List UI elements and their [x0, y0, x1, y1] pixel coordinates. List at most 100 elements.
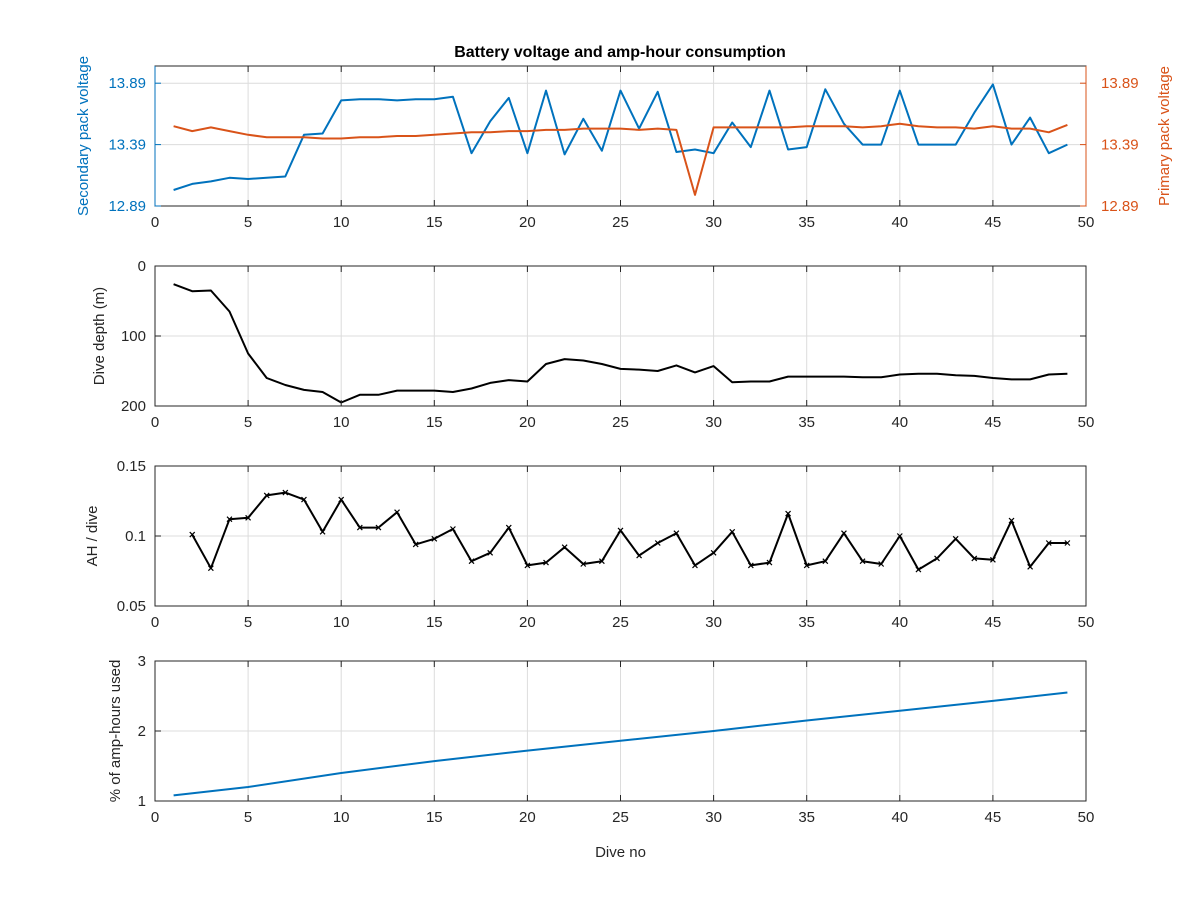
- data-point-marker: [245, 514, 252, 521]
- data-point-marker: [1027, 563, 1034, 570]
- figure-title: Battery voltage and amp-hour consumption: [454, 44, 786, 61]
- x-tick-label: 15: [426, 214, 443, 231]
- data-point-marker: [934, 555, 940, 562]
- data-point-marker: [710, 549, 717, 556]
- subplot-3: 0 5 10 15 20 25 30 35 40 45 50 0.05 0.1 0.15 AH / dive: [84, 458, 1094, 631]
- x-tick-label: 50: [1078, 414, 1095, 431]
- x-tick-label: 40: [891, 214, 908, 231]
- x-tick-label: 45: [985, 614, 1002, 631]
- x-tick-label: 15: [426, 614, 443, 631]
- x-tick-label: 5: [244, 614, 252, 631]
- x-tick-label: 45: [985, 809, 1002, 826]
- data-point-marker: [766, 559, 773, 566]
- x-tick-label: 35: [798, 809, 815, 826]
- data-point-marker: [654, 540, 661, 546]
- data-point-marker: [394, 509, 400, 516]
- subplot-2: 0 5 10 15 20 25 30 35 40 45 50 0 100 200 Dive depth (m…: [91, 258, 1094, 431]
- x-tick-label: 35: [798, 614, 815, 631]
- y-tick-label: 12.89: [108, 198, 146, 215]
- y-tick-label: 3: [138, 653, 146, 670]
- x-tick-label: 45: [985, 414, 1002, 431]
- data-point-marker: [580, 561, 587, 567]
- data-point-marker: [282, 489, 289, 496]
- y-axis-label: Secondary pack voltage: [75, 56, 92, 216]
- y-tick-label: 0.1: [125, 528, 146, 545]
- plots: 0 5 10 15 20 25 30 35 40 45 5012.8913.3913.8912.89…: [75, 56, 1173, 861]
- x-tick-label: 10: [333, 809, 350, 826]
- data-point-marker: [356, 524, 363, 531]
- y-tick-label: 1: [138, 793, 146, 810]
- x-tick-label: 0: [151, 414, 159, 431]
- data-point-marker: [692, 562, 698, 569]
- x-tick-label: 0: [151, 614, 159, 631]
- data-point-marker: [487, 549, 494, 556]
- series-line-2: [173, 122, 1068, 196]
- y-tick-label: 100: [121, 328, 146, 345]
- data-point-marker: [561, 544, 568, 551]
- x-tick-label: 20: [519, 809, 536, 826]
- x-tick-label: 10: [333, 414, 350, 431]
- x-tick-label: 30: [705, 809, 722, 826]
- x-tick-label: 50: [1078, 809, 1095, 826]
- y-tick-label: 0.05: [117, 598, 146, 615]
- y-axis-label-right: Primary pack voltage: [1156, 66, 1173, 206]
- data-point-marker: [617, 527, 624, 534]
- x-tick-label: 0: [151, 809, 159, 826]
- data-point-marker: [263, 492, 270, 499]
- data-point-marker: [673, 530, 680, 537]
- data-point-marker: [449, 526, 456, 532]
- data-point-marker: [989, 556, 996, 563]
- subplot-4: 0 5 10 15 20 25 30 35 40 45 50 1 2 3 % of amp-hours us…: [107, 653, 1094, 861]
- x-tick-label: 50: [1078, 214, 1095, 231]
- x-tick-label: 25: [612, 614, 629, 631]
- x-tick-label: 35: [798, 214, 815, 231]
- x-tick-label: 35: [798, 414, 815, 431]
- x-tick-label: 10: [333, 214, 350, 231]
- x-tick-label: 25: [612, 214, 629, 231]
- data-point-marker: [319, 528, 326, 535]
- data-point-marker: [878, 561, 885, 567]
- x-tick-label: 30: [705, 214, 722, 231]
- y-tick-label-right: 12.89: [1101, 198, 1139, 215]
- data-point-marker: [729, 528, 736, 535]
- x-tick-label: 5: [244, 214, 252, 231]
- data-point-marker: [822, 558, 829, 565]
- data-point-marker: [896, 533, 903, 539]
- x-tick-label: 10: [333, 614, 350, 631]
- y-tick-label: 13.39: [108, 137, 146, 154]
- y-tick-label-right: 13.89: [1101, 75, 1139, 92]
- data-point-marker: [1008, 517, 1015, 524]
- data-point-marker: [859, 558, 866, 565]
- y-axis-label: % of amp-hours used: [107, 660, 124, 803]
- data-point-marker: [505, 524, 512, 531]
- x-tick-label: 30: [705, 614, 722, 631]
- data-point-marker: [785, 510, 792, 517]
- x-tick-label: 0: [151, 214, 159, 231]
- data-point-marker: [915, 566, 922, 573]
- x-tick-label: 25: [612, 809, 629, 826]
- x-tick-label: 15: [426, 809, 443, 826]
- x-tick-label: 40: [891, 614, 908, 631]
- x-tick-label: 20: [519, 214, 536, 231]
- x-tick-label: 50: [1078, 614, 1095, 631]
- data-point-marker: [1045, 540, 1052, 546]
- y-tick-label: 2: [138, 723, 146, 740]
- data-point-marker: [431, 535, 438, 542]
- data-point-marker: [338, 496, 345, 503]
- x-tick-label: 20: [519, 614, 536, 631]
- x-axis-label: Dive no: [595, 844, 646, 861]
- x-tick-label: 5: [244, 809, 252, 826]
- data-point-marker: [636, 552, 643, 559]
- x-tick-label: 5: [244, 414, 252, 431]
- data-point-marker: [468, 558, 475, 565]
- data-point-marker: [375, 524, 382, 531]
- data-point-marker: [543, 559, 549, 566]
- x-tick-label: 15: [426, 414, 443, 431]
- series-line-1: [173, 283, 1068, 404]
- data-point-marker: [598, 558, 605, 565]
- data-point-marker: [524, 562, 531, 569]
- y-tick-label: 0: [138, 258, 146, 275]
- data-point-marker: [952, 535, 959, 542]
- subplot-1: 0 5 10 15 20 25 30 35 40 45 50 12.89 13.39 13.89 12.89…: [75, 56, 1173, 231]
